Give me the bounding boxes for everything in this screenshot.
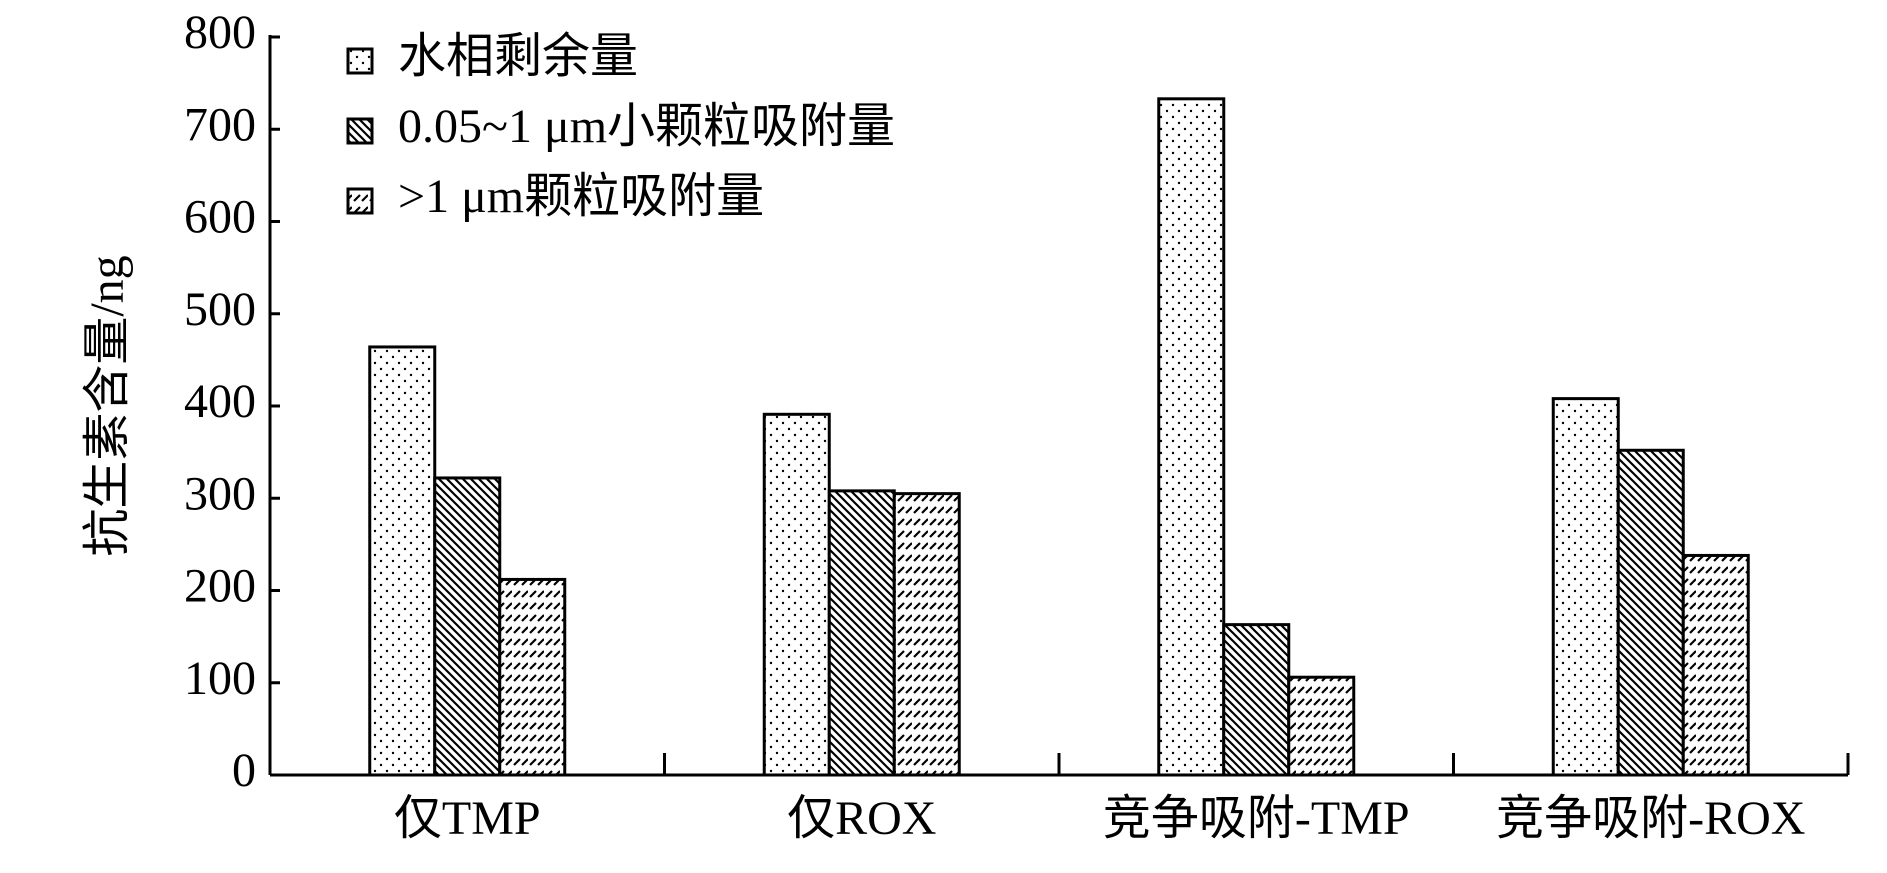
bar xyxy=(368,345,437,777)
bar xyxy=(1616,448,1685,777)
bar xyxy=(827,489,896,777)
y-tick-label: 600 xyxy=(184,191,256,244)
x-tick-label: 仅ROX xyxy=(787,792,936,845)
x-tick-label: 竞争吸附-ROX xyxy=(1496,792,1805,845)
bar xyxy=(1551,397,1620,777)
bar xyxy=(1157,97,1226,777)
bar xyxy=(433,476,502,777)
y-axis-label: 抗生素含量/ng xyxy=(81,255,134,556)
y-tick-label: 100 xyxy=(184,652,256,705)
bar xyxy=(762,412,831,777)
bar xyxy=(892,492,961,777)
y-tick-label: 200 xyxy=(184,560,256,613)
y-tick-label: 400 xyxy=(184,375,256,428)
bar xyxy=(1681,553,1750,777)
y-tick-label: 300 xyxy=(184,467,256,520)
bar xyxy=(498,577,567,777)
legend-swatch xyxy=(346,47,374,75)
legend-swatch xyxy=(346,187,374,215)
bar xyxy=(1287,675,1356,777)
legend-swatch xyxy=(346,117,374,145)
y-tick-label: 700 xyxy=(184,98,256,151)
x-tick-label: 仅TMP xyxy=(394,792,541,845)
x-tick-label: 竞争吸附-TMP xyxy=(1103,792,1410,845)
y-tick-label: 800 xyxy=(184,6,256,59)
legend-label: >1 μm颗粒吸附量 xyxy=(398,170,764,223)
legend-label: 水相剩余量 xyxy=(398,30,638,83)
bar xyxy=(1222,623,1291,777)
y-tick-label: 500 xyxy=(184,283,256,336)
y-tick-label: 0 xyxy=(232,744,256,797)
legend-label: 0.05~1 μm小颗粒吸附量 xyxy=(398,100,895,153)
